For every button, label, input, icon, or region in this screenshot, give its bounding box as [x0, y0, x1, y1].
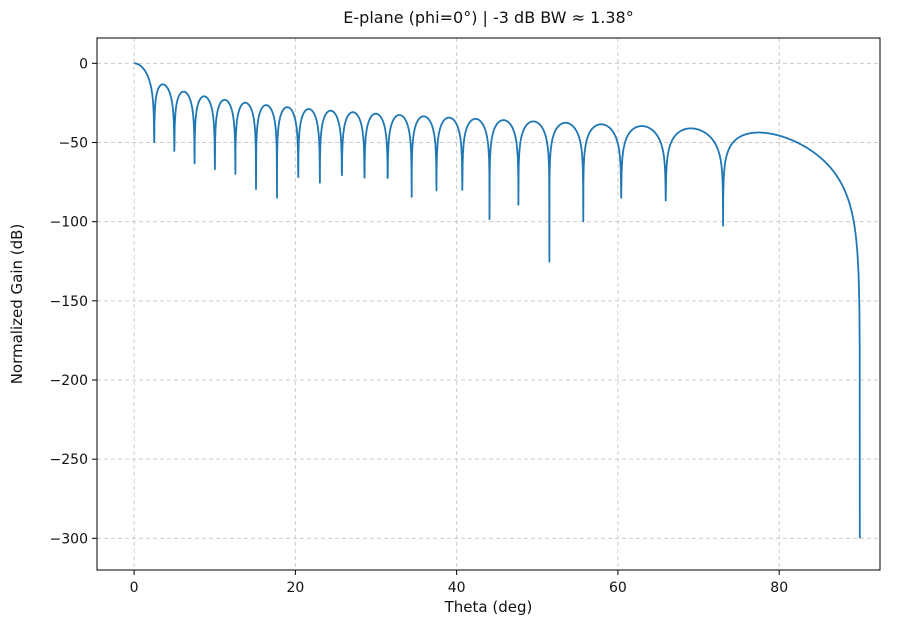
x-tick-label: 20	[286, 580, 304, 596]
y-tick-label: −200	[50, 373, 88, 389]
y-tick-label: −250	[50, 452, 88, 468]
y-tick-label: 0	[79, 56, 88, 72]
y-tick-label: −100	[50, 215, 88, 231]
y-tick-label: −300	[50, 531, 88, 547]
y-tick-label: −150	[50, 294, 88, 310]
x-axis-label: Theta (deg)	[444, 598, 533, 616]
x-tick-label: 40	[448, 580, 466, 596]
tick-labels: 0 20 40 60 80 0 −50 −100 −150 −200 −250 −300	[50, 56, 789, 596]
x-tick-label: 0	[130, 580, 139, 596]
x-tick-label: 60	[609, 580, 627, 596]
y-tick-label: −50	[58, 136, 88, 152]
chart-title: E-plane (phi=0°) | -3 dB BW ≈ 1.38°	[343, 8, 634, 27]
plot-border	[96, 37, 881, 571]
tick-marks	[92, 62, 780, 575]
gridlines	[97, 38, 880, 570]
x-tick-label: 80	[770, 580, 788, 596]
gain-curve	[133, 62, 861, 539]
